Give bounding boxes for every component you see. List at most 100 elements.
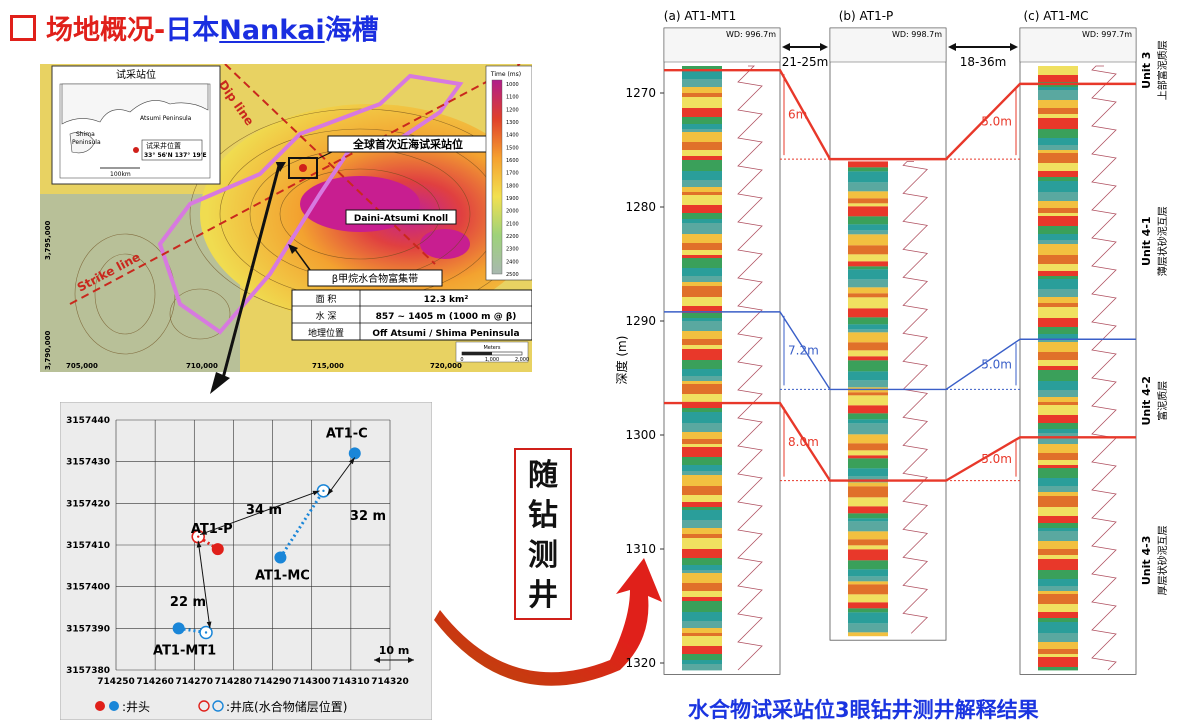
log-band <box>848 413 888 420</box>
log-band <box>848 608 888 613</box>
offset-label-left: 6m <box>788 108 807 122</box>
log-band <box>1038 570 1078 579</box>
well-position-plot: 714250 714260 714270 714280 714290 714300 7143… <box>60 402 432 720</box>
log-band <box>1038 492 1078 496</box>
log-band <box>848 584 888 595</box>
depth-tick-label: 1290 <box>625 314 656 328</box>
log-band <box>1038 370 1078 381</box>
inset-well-dot <box>133 147 139 153</box>
log-band <box>1038 604 1078 612</box>
offset-label-right: 5.0m <box>981 357 1012 371</box>
log-band <box>682 69 722 79</box>
log-band <box>1038 633 1078 642</box>
log-band <box>848 371 888 381</box>
log-band <box>1038 516 1078 523</box>
scale-title: Meters <box>483 345 500 351</box>
colorbar-tick: 2300 <box>506 247 519 253</box>
correlation-line <box>664 68 1136 161</box>
log-band <box>682 573 722 583</box>
grid-legend: :井头 :井底(水合物储层位置) <box>95 699 347 714</box>
log-band <box>848 594 888 603</box>
log-band <box>682 150 722 156</box>
well-water-depth: WD: 996.7m <box>726 30 776 39</box>
log-band <box>1038 352 1078 360</box>
log-band <box>1038 496 1078 507</box>
table-key-depth: 水 深 <box>316 310 337 322</box>
colorbar-tick: 1800 <box>506 183 519 189</box>
y-tick-label: 3157410 <box>66 541 110 551</box>
arrow-22m <box>197 540 211 629</box>
log-band <box>848 198 888 204</box>
log-band <box>682 142 722 150</box>
log-band <box>1038 541 1078 549</box>
log-band <box>682 660 722 664</box>
log-band <box>848 482 888 487</box>
log-band <box>848 513 888 519</box>
colorbar-tick: 1700 <box>506 171 519 177</box>
colorbar-tick: 1600 <box>506 158 519 164</box>
well-trajectory <box>197 535 219 551</box>
log-band <box>1038 226 1078 234</box>
log-band <box>682 465 722 471</box>
log-band <box>848 342 888 351</box>
resistivity-curve <box>737 65 763 671</box>
log-band <box>1038 303 1078 307</box>
colorbar-tick: 1200 <box>506 107 519 113</box>
y-tick-label: 3157420 <box>66 499 110 509</box>
well-title: (c) AT1-MC <box>1023 9 1088 23</box>
log-band <box>682 612 722 621</box>
well-head-point <box>348 447 361 460</box>
well-bottom-center <box>197 535 200 538</box>
log-band <box>682 591 722 597</box>
log-band <box>682 633 722 636</box>
spacing-arrow-head <box>782 43 790 51</box>
spacing-label: 21-25m <box>782 55 829 69</box>
x-tick-720000: 720,000 <box>430 362 462 370</box>
log-band <box>1038 654 1078 657</box>
y-tick-label: 3157430 <box>66 458 110 468</box>
table-key-area: 面 积 <box>316 293 337 305</box>
log-band <box>848 332 888 343</box>
log-band <box>682 97 722 108</box>
log-band <box>1038 271 1078 276</box>
log-band <box>682 180 722 187</box>
log-band <box>682 171 722 180</box>
log-band <box>1038 307 1078 318</box>
log-band <box>848 423 888 435</box>
spacing-label: 18-36m <box>960 55 1007 69</box>
log-band <box>1038 108 1078 114</box>
well-name-label: AT1-MC <box>255 569 310 584</box>
table-value-area: 12.3 km² <box>424 295 469 305</box>
map-to-grid-arrow <box>210 162 286 394</box>
log-band <box>848 287 888 294</box>
x-tick-label: 714270 <box>175 677 213 687</box>
log-band <box>848 203 888 207</box>
log-band <box>682 79 722 87</box>
log-band <box>1038 234 1078 240</box>
log-band <box>682 475 722 486</box>
well-water-depth: WD: 997.7m <box>1082 30 1132 39</box>
log-band <box>682 250 722 255</box>
log-band <box>1038 402 1078 405</box>
x-tick-710000: 710,000 <box>186 362 218 370</box>
legend-bottom: :井底(水合物储层位置) <box>226 699 347 714</box>
unit-label: Unit 4-3 <box>1140 536 1153 586</box>
log-band <box>1038 138 1078 145</box>
log-band <box>848 297 888 309</box>
log-band <box>848 443 888 451</box>
log-band <box>1038 523 1078 528</box>
log-band <box>848 450 888 456</box>
log-band <box>1038 468 1078 478</box>
well-logs-panel: WD: 996.7m (a) AT1-MT1 WD: 998.7m (b) AT1-P… <box>614 9 1169 675</box>
log-band <box>682 447 722 457</box>
log-band <box>682 306 722 313</box>
log-band <box>1038 586 1078 591</box>
inset-scale: 100km <box>110 171 131 178</box>
x-tick-label: 714290 <box>254 677 292 687</box>
offset-label-left: 8.0m <box>788 435 819 449</box>
log-band <box>1038 334 1078 339</box>
distance-34m: 34 m <box>246 503 282 518</box>
log-band <box>848 458 888 469</box>
log-band <box>682 444 722 447</box>
log-band <box>682 297 722 306</box>
